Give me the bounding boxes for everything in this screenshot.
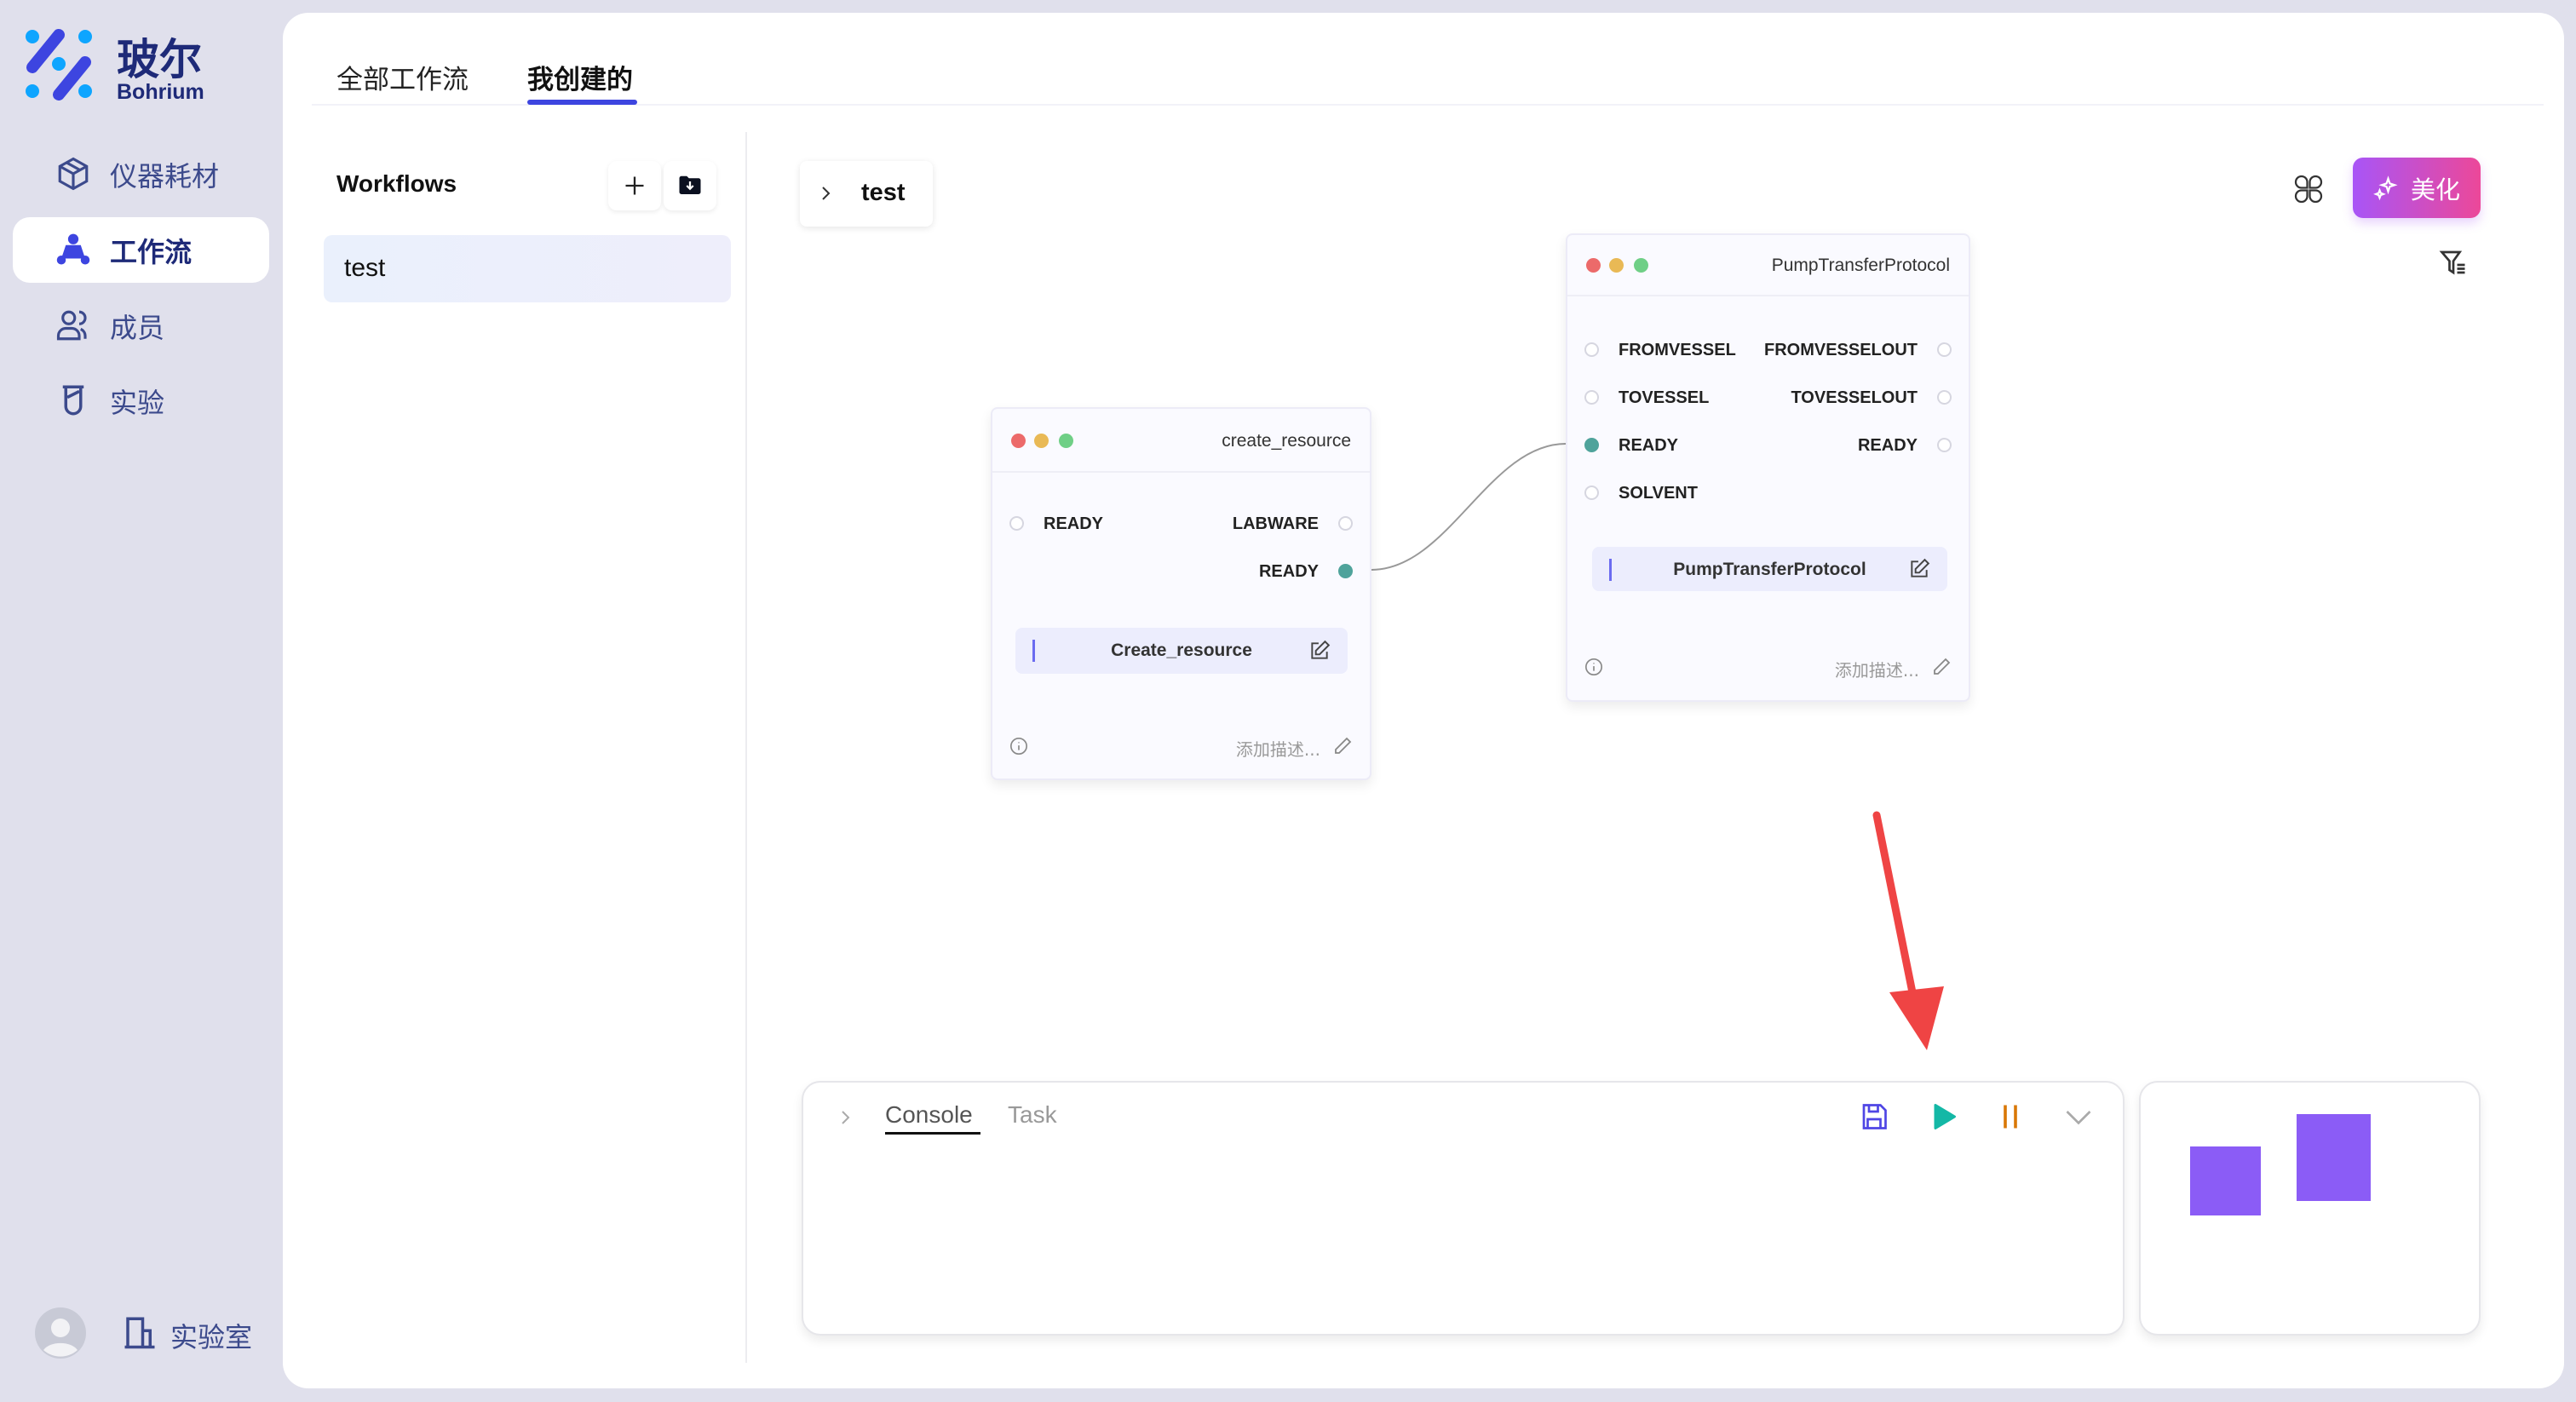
tab-my-workflows[interactable]: 我创建的 [527,65,633,95]
plus-icon [625,176,644,195]
maximize-dot[interactable] [1059,434,1073,448]
node-pump-transfer-protocol[interactable]: PumpTransferProtocol FROMVESSEL FROMVESS… [1566,233,1970,702]
workflow-list-item[interactable]: test [324,235,731,302]
port-label: SOLVENT [1619,484,1698,503]
node-header[interactable]: create_resource [992,409,1370,473]
port-label: FROMVESSEL [1619,341,1736,359]
info-icon[interactable] [1009,737,1028,756]
input-port[interactable] [1584,390,1599,405]
panel-divider [745,132,747,1363]
minimap-node [2297,1114,2371,1201]
port-label: READY [1258,562,1319,581]
info-icon[interactable] [1584,658,1603,676]
minimap-node [2190,1146,2261,1215]
pencil-icon[interactable] [1931,657,1952,677]
sparkles-icon [2373,175,2398,200]
node-create-resource[interactable]: create_resource READY LABWARE READY Crea… [991,407,1371,780]
beaker-icon [62,385,84,416]
input-port[interactable] [1584,342,1599,357]
node-name: PumpTransferProtocol [1673,560,1866,579]
edit-icon[interactable] [1908,558,1930,580]
input-port-connected[interactable] [1584,438,1599,452]
building-icon [124,1317,155,1349]
add-workflow-button[interactable] [608,161,661,210]
node-title: PumpTransferProtocol [1771,256,1950,275]
beautify-button[interactable]: 美化 [2353,158,2481,218]
tabs-divider [312,104,2544,106]
save-icon[interactable] [1859,1101,1889,1132]
port-label: READY [1619,436,1679,455]
users-icon [56,310,87,341]
sidebar-item-label: 实验 [110,386,165,419]
workflows-title: Workflows [336,170,457,197]
beautify-label: 美化 [2410,175,2460,204]
sidebar-item-instruments[interactable]: 仪器耗材 [13,141,269,207]
node-name-box[interactable]: PumpTransferProtocol [1592,547,1947,591]
layout-grid-icon[interactable] [2293,174,2324,204]
port-label: TOVESSEL [1619,388,1710,407]
tab-task[interactable]: Task [1008,1101,1057,1128]
minimap[interactable] [2139,1081,2481,1336]
output-port[interactable] [1937,390,1952,405]
brand-sub: Bohrium [117,80,204,104]
port-label: FROMVESSELOUT [1763,341,1918,359]
brand-name: 玻尔 [117,35,202,84]
tab-console[interactable]: Console [885,1101,973,1128]
play-icon[interactable] [1928,1101,1958,1132]
minimize-dot[interactable] [1034,434,1049,448]
console-tab-underline [885,1132,980,1135]
output-port[interactable] [1338,516,1353,531]
port-label: TOVESSELOUT [1791,388,1918,407]
output-port-connected[interactable] [1338,564,1353,578]
console-panel: Console Task [802,1081,2125,1336]
node-header[interactable]: PumpTransferProtocol [1567,235,1969,296]
sidebar-item-experiments[interactable]: 实验 [13,368,269,434]
tab-all-workflows[interactable]: 全部工作流 [336,65,469,95]
filter-icon[interactable] [2438,247,2469,278]
port-label: LABWARE [1232,514,1319,533]
description-placeholder[interactable]: 添加描述... [1235,739,1320,760]
edit-icon[interactable] [1308,640,1331,662]
workflow-name: test [344,254,386,282]
output-port[interactable] [1937,438,1952,452]
port-label: READY [1044,514,1104,533]
import-workflow-button[interactable] [664,161,716,210]
bohrium-logo-icon [26,29,92,101]
close-dot[interactable] [1011,434,1026,448]
sidebar-item-label: 仪器耗材 [110,159,220,192]
chevron-right-icon [822,187,831,200]
sidebar-item-label: 工作流 [110,235,193,268]
folder-download-icon [679,175,701,194]
minimize-dot[interactable] [1609,258,1624,273]
input-port[interactable] [1009,516,1024,531]
maximize-dot[interactable] [1634,258,1648,273]
active-tab-underline [527,100,637,105]
workflow-icon [56,233,90,265]
description-placeholder[interactable]: 添加描述... [1834,660,1919,681]
avatar[interactable] [35,1307,86,1359]
expand-chevron-icon[interactable] [835,1107,855,1128]
lab-switcher[interactable]: 实验室 [170,1321,253,1353]
pause-icon[interactable] [1995,1101,2026,1132]
node-name-box[interactable]: Create_resource [1015,628,1348,674]
sidebar-item-workflow[interactable]: 工作流 [13,217,269,283]
breadcrumb-label: test [861,179,906,206]
node-name: Create_resource [1111,641,1252,660]
box-icon [58,157,89,191]
sidebar-item-members[interactable]: 成员 [13,293,269,359]
collapse-chevron-icon[interactable] [2063,1101,2094,1132]
sidebar-item-label: 成员 [110,311,165,344]
breadcrumb[interactable]: test [800,161,933,227]
pencil-icon[interactable] [1332,736,1353,756]
node-title: create_resource [1222,431,1351,451]
close-dot[interactable] [1586,258,1601,273]
output-port[interactable] [1937,342,1952,357]
port-label: READY [1857,436,1918,455]
input-port[interactable] [1584,486,1599,500]
